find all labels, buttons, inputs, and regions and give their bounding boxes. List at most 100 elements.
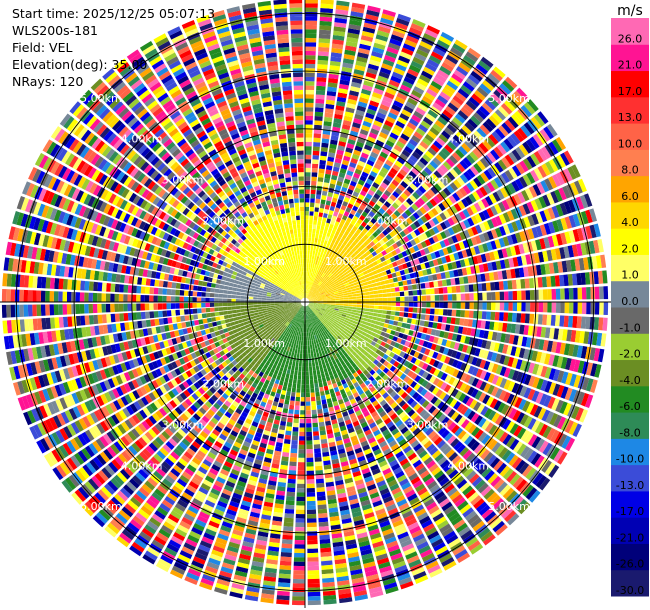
range-gate	[305, 397, 311, 402]
range-gate	[338, 232, 344, 238]
range-gate	[292, 578, 305, 584]
range-gate	[422, 153, 432, 163]
range-gate	[377, 285, 382, 290]
range-gate	[331, 47, 343, 54]
range-gate	[289, 374, 294, 379]
range-gate	[351, 288, 356, 292]
range-gate	[306, 509, 317, 515]
range-gate	[315, 284, 319, 289]
range-gate	[305, 189, 310, 194]
range-gate	[307, 245, 311, 251]
range-gate	[395, 292, 401, 297]
range-gate	[389, 194, 397, 202]
range-gate	[427, 109, 439, 119]
range-gate	[284, 434, 291, 440]
range-gate	[376, 317, 382, 322]
range-gate	[333, 259, 338, 265]
range-gate	[343, 293, 348, 296]
range-gate	[314, 273, 318, 279]
range-gate	[296, 492, 305, 497]
range-gate	[399, 306, 405, 312]
range-gate	[495, 291, 500, 301]
range-gate	[319, 155, 327, 161]
range-gate	[334, 305, 340, 308]
range-gate	[280, 416, 287, 422]
range-gate	[449, 137, 460, 148]
range-gate	[438, 150, 448, 160]
range-gate	[493, 89, 506, 102]
range-gate	[369, 241, 376, 247]
range-gate	[456, 162, 466, 173]
range-gate	[594, 302, 600, 315]
range-gate	[381, 99, 392, 108]
range-gate	[333, 193, 339, 199]
range-gate	[334, 230, 340, 237]
range-gate	[293, 565, 305, 571]
range-gate	[374, 178, 382, 186]
range-gate	[372, 238, 379, 245]
range-gate	[318, 281, 323, 286]
range-gate	[322, 381, 328, 387]
range-gate	[336, 263, 342, 268]
range-gate	[290, 444, 298, 450]
range-gate	[327, 86, 337, 93]
range-gate	[382, 178, 391, 186]
range-gate	[301, 375, 305, 380]
range-gate	[377, 309, 383, 314]
range-gate	[363, 167, 371, 175]
range-gate	[332, 271, 337, 276]
range-gate	[352, 122, 361, 129]
range-gate	[283, 403, 289, 409]
range-gate	[319, 164, 326, 170]
range-gate	[343, 304, 349, 307]
range-gate	[326, 231, 331, 238]
range-gate	[407, 68, 419, 78]
range-gate	[308, 280, 311, 286]
range-gate	[356, 299, 362, 302]
range-gate	[393, 144, 403, 153]
range-gate	[310, 291, 314, 296]
range-gate	[308, 232, 312, 238]
range-gate	[375, 228, 382, 235]
range-gate	[332, 244, 337, 250]
range-gate	[438, 35, 452, 46]
range-gate	[344, 49, 356, 56]
range-gate	[424, 29, 439, 39]
range-gate	[395, 140, 405, 149]
range-gate	[389, 38, 402, 47]
range-gate	[327, 156, 335, 162]
range-gate	[354, 168, 362, 175]
range-gate	[356, 293, 361, 297]
range-gate	[516, 87, 529, 100]
range-gate	[335, 268, 341, 273]
range-gate	[414, 164, 423, 173]
range-gate	[370, 151, 379, 159]
range-gate	[391, 202, 400, 210]
range-gate	[334, 113, 343, 120]
range-gate	[292, 591, 305, 597]
range-gate	[484, 99, 497, 111]
range-gate	[317, 286, 321, 291]
range-gate	[337, 92, 348, 99]
range-gate	[307, 526, 318, 532]
range-gate	[305, 107, 314, 112]
range-gate	[406, 142, 416, 151]
range-gate	[296, 388, 301, 393]
range-gate	[361, 304, 366, 308]
range-gate	[347, 203, 354, 209]
range-gate	[305, 345, 308, 350]
range-gate	[365, 305, 370, 309]
range-gate	[324, 259, 329, 265]
range-gate	[458, 128, 469, 139]
range-gate	[317, 64, 328, 70]
range-gate	[339, 209, 345, 215]
range-gate	[295, 509, 305, 515]
range-gate	[313, 129, 322, 134]
range-gate	[305, 392, 310, 398]
range-gate	[342, 200, 349, 207]
range-gate	[334, 296, 340, 299]
range-gate	[318, 360, 322, 366]
range-gate	[305, 72, 315, 78]
range-gate	[344, 259, 350, 264]
range-gate	[317, 177, 324, 183]
